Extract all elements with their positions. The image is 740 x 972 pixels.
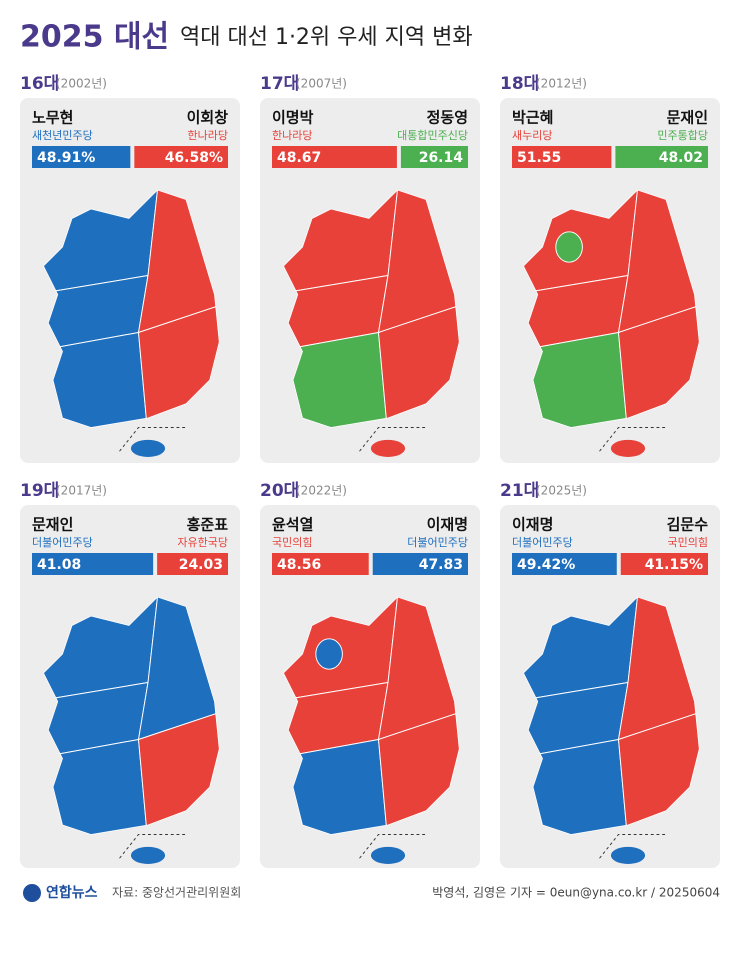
vote-bar (615, 146, 708, 168)
map (283, 189, 460, 457)
map-jeju (130, 439, 166, 457)
map-outline (523, 189, 700, 428)
party-name: 더불어민주당 (512, 536, 573, 549)
candidate-name: 이명박 (272, 109, 314, 127)
party-name: 새천년민주당 (32, 128, 93, 142)
map (43, 596, 220, 864)
vote-bar (512, 553, 617, 575)
candidate-name: 김문수 (667, 516, 709, 534)
map-region (523, 331, 629, 428)
candidate-name: 홍준표 (187, 516, 229, 534)
map-jeju (610, 846, 646, 864)
election-year: (2017년) (56, 484, 107, 498)
map-regions (43, 597, 220, 835)
candidate-name: 문재인 (32, 516, 73, 534)
vote-bar (512, 146, 612, 168)
election-year: (2022년) (296, 484, 347, 498)
candidate-name: 이회창 (187, 109, 229, 127)
party-name: 한나라당 (272, 129, 312, 142)
vote-share: 26.14 (419, 150, 464, 166)
map-capital (555, 231, 583, 263)
map-regions (283, 190, 460, 428)
election-label: 20대 (260, 481, 299, 501)
vote-bar (272, 553, 369, 575)
vote-bar (400, 146, 468, 168)
map-region (43, 738, 149, 835)
candidate-name: 정동영 (427, 109, 468, 127)
map-outline (43, 189, 220, 428)
map-outline (283, 189, 460, 428)
party-name: 더불어민주당 (32, 536, 93, 549)
map-divider (119, 834, 187, 859)
map-divider (599, 834, 667, 859)
vote-bar (32, 553, 154, 575)
election-label: 19대 (20, 481, 59, 501)
election-year: (2002년) (56, 77, 107, 91)
vote-bar (157, 553, 228, 575)
party-name: 자유한국당 (177, 536, 228, 549)
vote-share: 49.42% (517, 557, 575, 573)
title-bold: 2025 대선 (20, 20, 169, 55)
election-year: (2007년) (296, 77, 347, 91)
map-jeju (370, 439, 406, 457)
election-label: 18대 (500, 74, 539, 94)
election-label: 17대 (260, 74, 299, 94)
candidate-name: 노무현 (32, 109, 73, 127)
map-region (523, 738, 629, 835)
vote-share: 46.58% (165, 150, 223, 166)
vote-bar (372, 553, 468, 575)
party-name: 새누리당 (512, 129, 552, 142)
vote-share: 24.03 (179, 557, 223, 573)
map-jeju (610, 439, 646, 457)
candidate-name: 이재명 (512, 516, 553, 534)
party-name: 민주통합당 (657, 129, 708, 142)
title: 역대 대선 1·2위 우세 지역 변화 (180, 25, 473, 50)
election-year: (2012년) (536, 77, 587, 91)
vote-share: 41.08 (37, 557, 81, 573)
map-outline (523, 596, 700, 835)
map-region (283, 331, 389, 428)
vote-share: 48.02 (659, 150, 703, 166)
election-year: (2025년) (536, 484, 587, 498)
vote-bar (32, 146, 131, 168)
vote-share: 48.91% (37, 150, 95, 166)
election-label: 21대 (500, 481, 539, 501)
election-label: 16대 (20, 74, 59, 94)
vote-share: 47.83 (419, 557, 463, 573)
vote-bar (272, 146, 397, 168)
credit: 박영석, 김영은 기자 = 0eun@yna.co.kr / 20250604 (432, 886, 720, 900)
vote-bar (134, 146, 228, 168)
vote-bar (620, 553, 708, 575)
vote-share: 41.15% (645, 557, 703, 573)
candidate-name: 윤석열 (272, 516, 313, 534)
map-outline (43, 596, 220, 835)
party-name: 국민의힘 (272, 536, 312, 549)
vote-share: 51.55 (517, 150, 561, 166)
map-divider (359, 427, 427, 452)
logo: 연합뉴스 (46, 884, 98, 901)
candidate-name: 이재명 (427, 516, 468, 534)
logo-icon (23, 884, 41, 902)
party-name: 대통합민주신당 (397, 129, 468, 142)
candidate-name: 박근혜 (512, 109, 553, 127)
map-capital (315, 638, 343, 670)
map-outline (283, 596, 460, 835)
map-jeju (370, 846, 406, 864)
candidate-name: 문재인 (667, 109, 708, 127)
party-name: 한나라당 (188, 129, 228, 142)
map-divider (599, 427, 667, 452)
vote-share: 48.56 (277, 557, 321, 573)
map-divider (359, 834, 427, 859)
party-name: 국민의힘 (668, 536, 708, 549)
source: 자료: 중앙선거관리위원회 (112, 886, 241, 900)
map-region (283, 738, 389, 835)
party-name: 더불어민주당 (407, 536, 468, 549)
map-divider (119, 427, 187, 452)
map-jeju (130, 846, 166, 864)
map-region (43, 331, 149, 428)
vote-share: 48.67 (277, 150, 321, 166)
